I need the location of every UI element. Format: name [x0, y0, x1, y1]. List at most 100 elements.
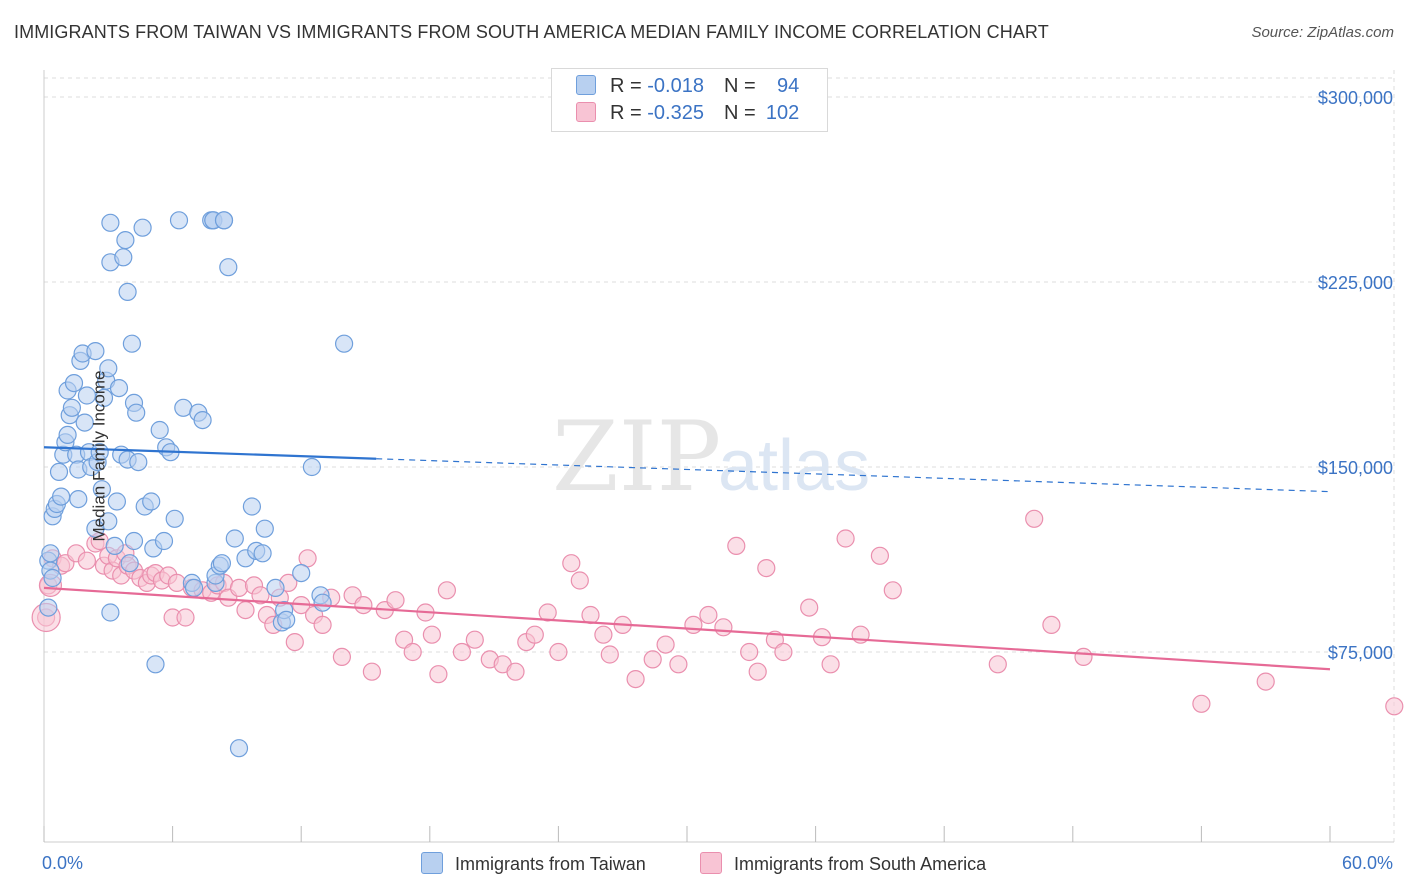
y-tick-label: $300,000	[1318, 88, 1393, 108]
trend-lines	[43, 446, 1331, 671]
chart-title: IMMIGRANTS FROM TAIWAN VS IMMIGRANTS FRO…	[14, 22, 1049, 42]
data-point	[335, 334, 354, 353]
data-point	[1042, 615, 1061, 635]
legend-r-taiwan: -0.018	[647, 75, 704, 97]
data-point	[184, 578, 204, 598]
bottom-legend-south-america: Immigrants from South America	[700, 852, 986, 875]
data-point	[669, 655, 688, 674]
data-point	[193, 411, 212, 430]
data-point	[988, 655, 1007, 674]
data-point	[212, 554, 231, 573]
data-point	[626, 669, 645, 689]
legend-n-south-america: 102	[765, 102, 800, 124]
data-point	[92, 480, 112, 499]
bottom-legend-label-taiwan: Immigrants from Taiwan	[455, 854, 646, 874]
legend-n-label-taiwan: N =	[723, 75, 762, 97]
watermark-atlas: atlas	[718, 426, 870, 506]
data-point	[236, 600, 255, 620]
data-point	[43, 568, 62, 588]
data-point	[429, 665, 448, 684]
legend-n-taiwan: 94	[776, 75, 800, 97]
data-point	[836, 529, 855, 548]
data-point	[1192, 694, 1211, 713]
data-point	[154, 531, 174, 551]
data-point	[699, 605, 718, 625]
watermark: ZIP atlas	[552, 401, 870, 513]
data-point	[229, 578, 249, 598]
data-point	[422, 625, 441, 644]
x-tick-labels: 0.0% 60.0%	[42, 853, 1393, 873]
data-point	[395, 630, 414, 649]
data-point	[1385, 697, 1404, 716]
data-point	[64, 374, 84, 393]
data-point	[332, 647, 351, 667]
data-point	[354, 595, 373, 615]
data-point	[150, 420, 169, 440]
data-point	[302, 457, 321, 477]
data-point	[251, 586, 270, 605]
data-point	[883, 581, 902, 600]
data-point	[99, 359, 118, 378]
data-point	[129, 453, 148, 472]
data-point	[105, 536, 124, 556]
axes	[43, 70, 1394, 843]
data-point	[362, 662, 381, 681]
data-point	[86, 519, 105, 538]
data-point	[225, 529, 244, 548]
data-point	[1256, 672, 1275, 691]
legend-r-label-south-america: R =	[610, 102, 648, 124]
legend: R = -0.018 N = 94 R = -0.325 N = 102	[551, 68, 828, 132]
data-point	[506, 662, 525, 681]
data-point	[285, 632, 304, 652]
data-point	[465, 630, 484, 649]
y-axis-label: Median Family Income	[89, 370, 109, 542]
data-point	[229, 739, 249, 758]
data-point	[549, 642, 568, 662]
bottom-legend-swatch-taiwan	[421, 852, 443, 874]
data-point	[51, 487, 71, 506]
data-point	[242, 497, 261, 516]
data-point	[292, 563, 311, 583]
data-point	[313, 615, 332, 635]
data-point	[748, 662, 767, 681]
data-point	[403, 642, 422, 662]
data-point	[656, 635, 675, 654]
data-point	[313, 593, 332, 612]
data-point	[114, 248, 133, 267]
bottom-legend-label-south-america: Immigrants from South America	[734, 854, 987, 874]
data-point	[266, 578, 285, 598]
data-point	[570, 571, 589, 590]
data-point	[714, 618, 733, 637]
legend-row-taiwan: R = -0.018 N = 94	[576, 75, 799, 99]
trend-line-south-america	[43, 586, 1331, 671]
data-point	[101, 603, 120, 622]
data-point	[214, 211, 234, 230]
data-point	[107, 492, 127, 511]
data-point	[600, 645, 619, 664]
x-tick-label-min: 0.0%	[42, 853, 83, 873]
data-point	[146, 655, 165, 674]
legend-n-label-south-america: N =	[723, 102, 762, 124]
data-point	[277, 610, 296, 630]
data-point	[176, 608, 195, 627]
data-point	[133, 218, 152, 237]
legend-row-south-america: R = -0.325 N = 102	[576, 102, 799, 126]
data-point	[142, 492, 161, 511]
data-point	[77, 551, 97, 570]
legend-r-south-america: -0.325	[647, 102, 704, 124]
data-point	[41, 544, 60, 563]
data-point	[62, 398, 82, 417]
data-point	[740, 642, 759, 662]
data-point	[69, 490, 88, 509]
data-point	[58, 425, 77, 444]
bottom-legend-taiwan: Immigrants from Taiwan	[421, 852, 646, 875]
data-point	[219, 258, 238, 277]
legend-swatch-south-america	[576, 102, 596, 122]
x-tick-label-max: 60.0%	[1342, 853, 1393, 873]
y-tick-labels: $75,000 $150,000 $225,000 $300,000	[1318, 88, 1393, 663]
data-point	[39, 598, 58, 617]
data-point	[1025, 509, 1044, 528]
data-point	[643, 650, 662, 669]
data-point	[538, 603, 557, 622]
